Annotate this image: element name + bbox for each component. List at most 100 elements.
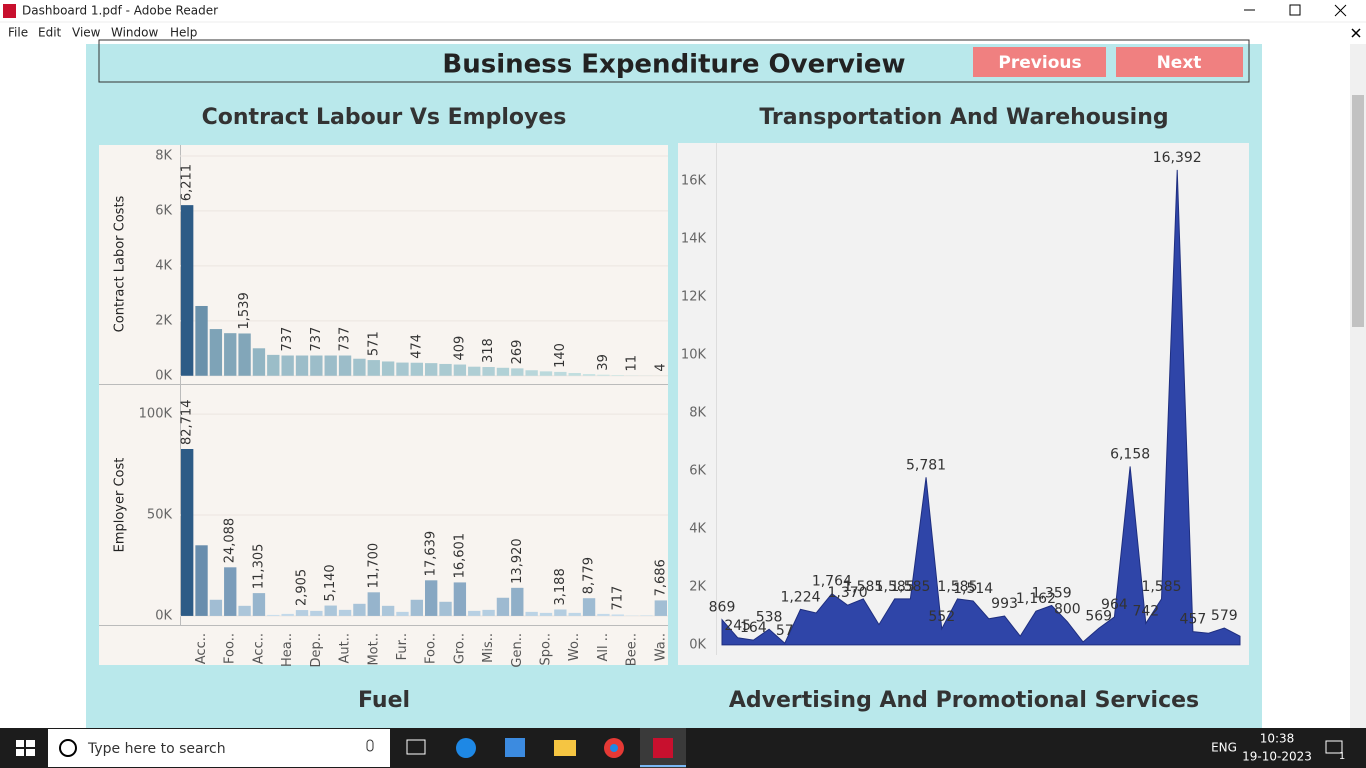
close-document[interactable] — [1351, 28, 1361, 38]
bar — [582, 598, 596, 616]
bar — [496, 367, 510, 376]
value-label: 2,905 — [295, 569, 310, 606]
edge-icon[interactable] — [456, 738, 476, 758]
menu-item[interactable]: View — [72, 26, 101, 40]
bar — [439, 601, 452, 616]
bar — [568, 373, 581, 376]
start-button[interactable] — [16, 740, 35, 756]
bar — [381, 605, 395, 616]
bar — [640, 615, 653, 616]
bar — [295, 355, 309, 376]
mic-icon[interactable] — [366, 739, 374, 752]
value-label: 6,211 — [180, 164, 195, 201]
bar — [482, 609, 495, 616]
value-label: 964 — [1101, 597, 1128, 613]
value-label: 1,162 — [1016, 591, 1056, 607]
y-axis-title: Contract Labor Costs — [113, 195, 128, 332]
value-label: 13,920 — [510, 538, 525, 584]
bar — [324, 605, 337, 616]
bar — [310, 610, 323, 616]
value-label: 1,514 — [953, 581, 993, 597]
x-tick-label: Fur.. — [395, 633, 410, 660]
x-tick-label: Wo.. — [567, 633, 582, 661]
x-tick-label: Dep.. — [309, 633, 324, 668]
y-tick-label: 0K — [155, 368, 172, 383]
value-label: 1,585 — [890, 579, 930, 595]
next-button[interactable] — [1116, 47, 1243, 77]
menu-item[interactable]: Help — [170, 26, 197, 40]
value-label: 24,088 — [223, 518, 238, 564]
x-tick-label: Acc.. — [251, 633, 266, 664]
bar — [195, 305, 208, 376]
menu-item[interactable]: Edit — [38, 26, 62, 40]
y-tick-label: 12K — [681, 290, 707, 305]
bar — [539, 371, 553, 376]
value-label: 457 — [1180, 612, 1207, 628]
y-tick-label: 6K — [155, 203, 172, 218]
bar — [611, 614, 624, 616]
x-tick-label: Mis.. — [481, 633, 496, 663]
search-icon — [59, 739, 77, 757]
value-label: 57 — [776, 623, 794, 639]
value-label: 11 — [625, 355, 640, 372]
search-placeholder[interactable]: Type here to search — [87, 741, 226, 757]
bar — [381, 361, 395, 376]
y-tick-label: 2K — [689, 579, 706, 594]
x-tick-label: Gro.. — [452, 633, 467, 664]
value-label: 4 — [653, 363, 668, 371]
bar — [267, 614, 280, 616]
scroll-thumb[interactable] — [1352, 95, 1364, 327]
menu-item[interactable]: Window — [111, 26, 159, 40]
value-label: 8,779 — [582, 557, 597, 594]
bar — [209, 329, 223, 376]
store-icon[interactable] — [505, 738, 525, 757]
x-tick-label: Foo.. — [223, 633, 238, 664]
value-label: 1,585 — [1141, 579, 1181, 595]
explorer-icon[interactable] — [554, 740, 576, 756]
value-label: 409 — [452, 336, 467, 361]
x-tick-label: Bee.. — [625, 633, 640, 666]
value-label: 552 — [928, 609, 955, 625]
y-tick-label: 6K — [689, 463, 706, 478]
reader-icon[interactable] — [653, 738, 673, 758]
value-label: 39 — [596, 354, 611, 371]
next-label[interactable]: Next — [1157, 53, 1202, 73]
bar — [425, 580, 438, 616]
bar — [195, 545, 208, 616]
value-label: 1,585 — [875, 579, 915, 595]
close-button[interactable] — [1334, 4, 1347, 17]
bar — [453, 582, 467, 616]
value-label: 737 — [309, 327, 324, 352]
language[interactable]: ENG — [1211, 741, 1237, 755]
clock-time[interactable]: 10:38 — [1260, 732, 1295, 746]
bar — [568, 612, 581, 616]
search-box[interactable] — [48, 729, 390, 767]
bar — [396, 611, 409, 616]
dashboard-title: Business Expenditure Overview — [442, 50, 905, 80]
value-label: 538 — [756, 609, 783, 625]
y-tick-label: 16K — [681, 174, 707, 189]
bar — [295, 610, 309, 616]
clock-date[interactable]: 19-10-2023 — [1242, 750, 1312, 764]
y-axis-title: Employer Cost — [113, 458, 128, 553]
value-label: 717 — [610, 586, 625, 611]
value-label: 11,700 — [366, 543, 381, 589]
restore-button[interactable] — [1289, 4, 1301, 16]
bar — [281, 355, 294, 376]
value-label: 1,585 — [843, 579, 883, 595]
bar — [367, 592, 380, 616]
previous-label[interactable]: Previous — [998, 53, 1081, 73]
notifications-icon[interactable] — [1325, 740, 1343, 754]
previous-button[interactable] — [973, 47, 1106, 77]
task-view[interactable] — [406, 739, 426, 755]
bar — [181, 205, 194, 376]
x-tick-label: Hea.. — [280, 633, 295, 667]
bar — [209, 599, 223, 616]
value-label: 742 — [1132, 603, 1159, 619]
x-tick-label: Acc.. — [194, 633, 209, 664]
bar — [410, 362, 423, 376]
bar — [597, 374, 610, 376]
x-tick-label: Spo.. — [539, 633, 554, 666]
area-panel — [678, 143, 1249, 665]
menu-item[interactable]: File — [8, 26, 28, 40]
